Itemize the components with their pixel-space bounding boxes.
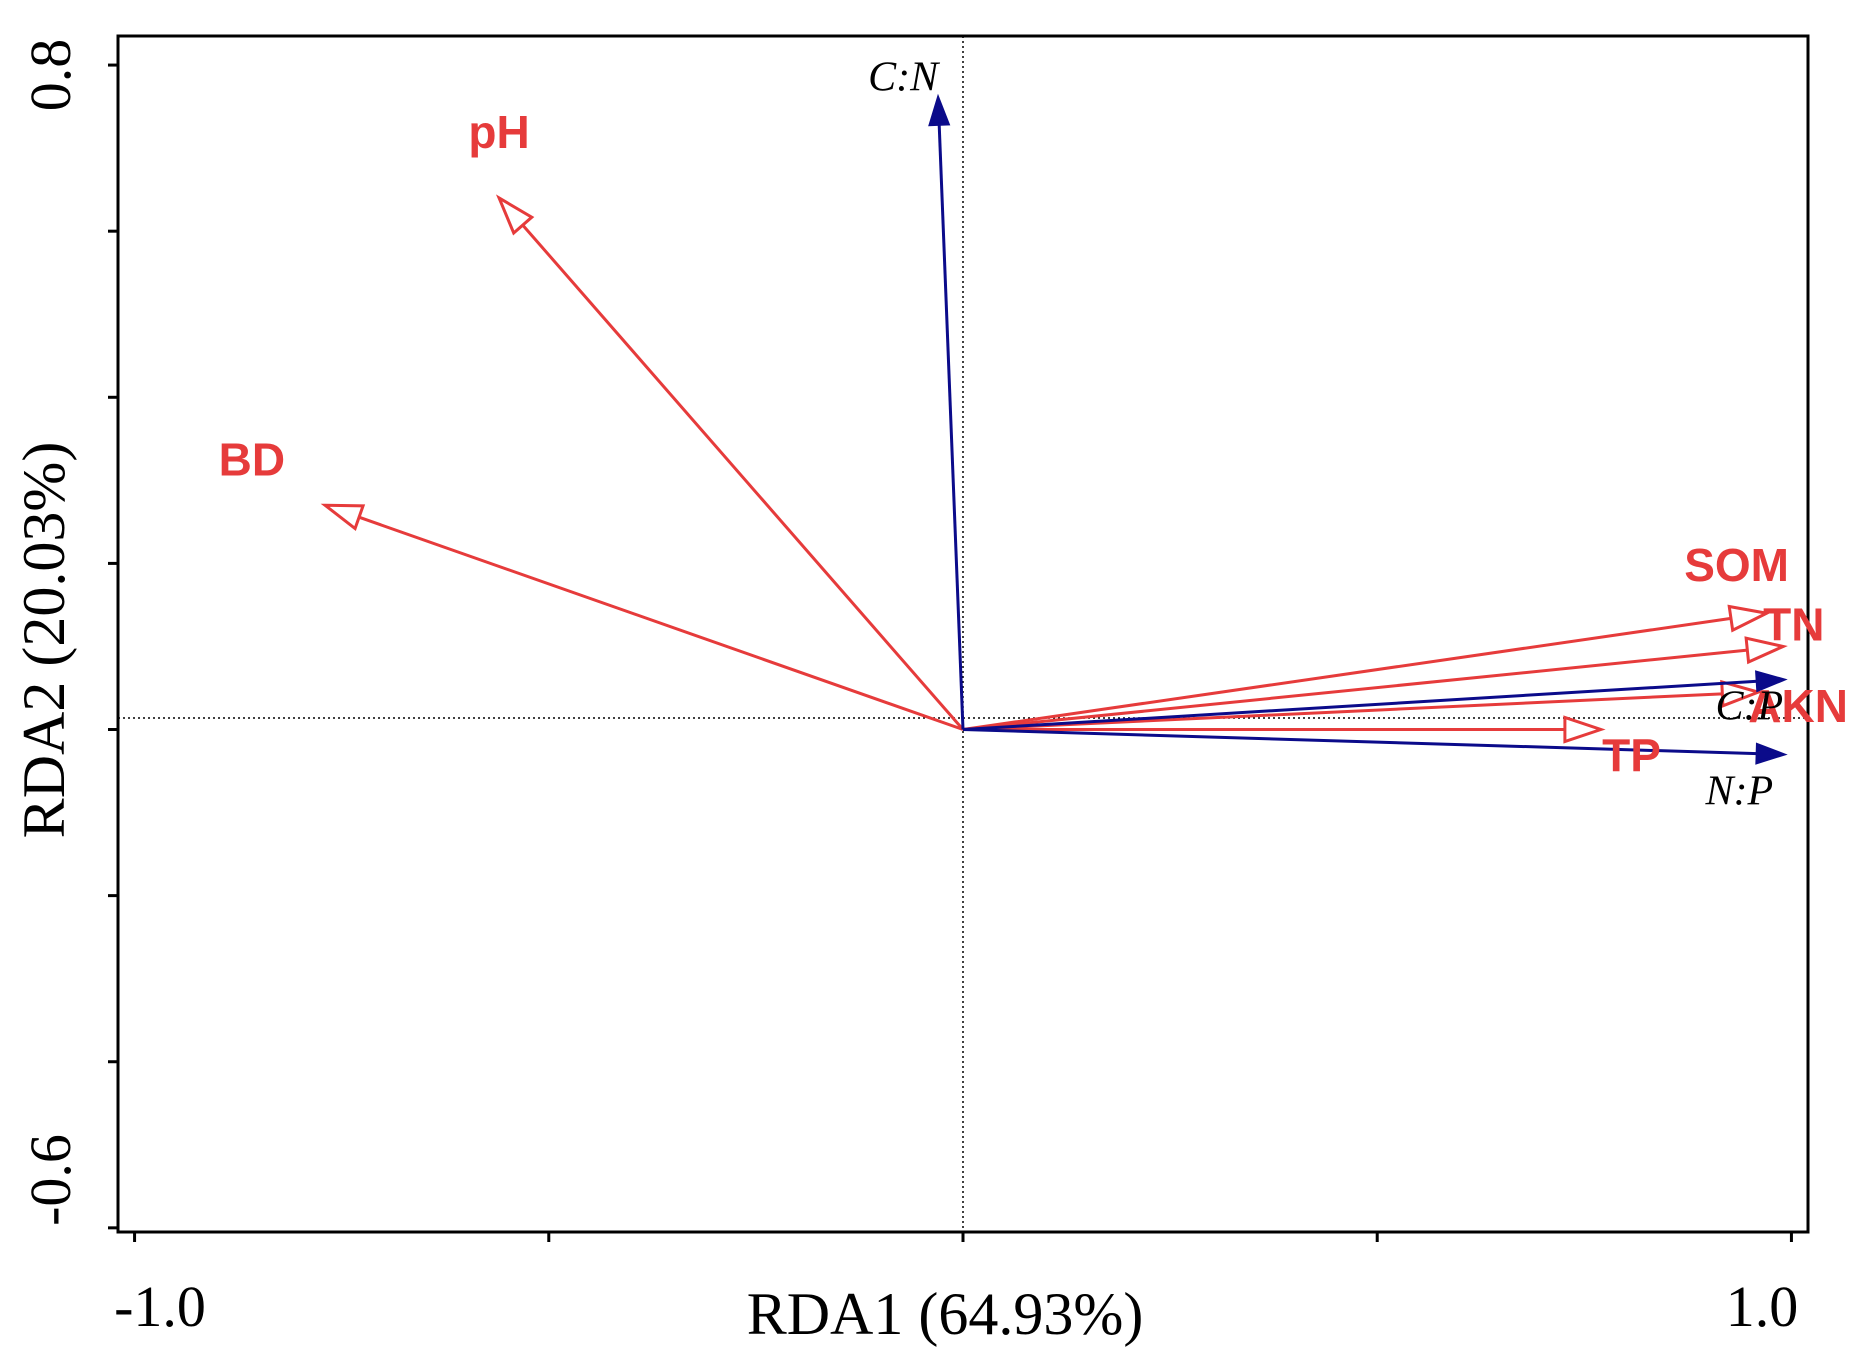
arrowhead-c-n bbox=[928, 93, 951, 127]
x-axis-title: RDA1 (64.93%) bbox=[747, 1281, 1144, 1347]
x-tick-label-max: 1.0 bbox=[1726, 1274, 1799, 1339]
arrowhead-c-p bbox=[1755, 670, 1788, 693]
vector-tn bbox=[962, 648, 1748, 732]
vector-label-som: SOM bbox=[1684, 539, 1789, 591]
vector-label-akn: AKN bbox=[1748, 680, 1848, 732]
vector-c-p bbox=[962, 679, 1758, 732]
x-tick-label-min: -1.0 bbox=[114, 1274, 206, 1339]
vector-label-bd: BD bbox=[219, 433, 285, 485]
vector-label-c-p: C:P bbox=[1715, 684, 1783, 730]
vector-label-tp: TP bbox=[1602, 730, 1661, 782]
arrowhead-akn bbox=[1720, 679, 1764, 708]
y-axis-title: RDA2 (20.03%) bbox=[11, 442, 77, 839]
arrowhead-bd bbox=[320, 503, 366, 531]
vector-bd bbox=[358, 515, 964, 731]
axis-text: -1.0 1.0 RDA1 (64.93%) 0.8 -0.6 RDA2 (20… bbox=[11, 39, 1798, 1347]
vector-label-c-n: C:N bbox=[868, 54, 940, 100]
vector-labels: pH BD SOM TN AKN TP C:N C:P N:P bbox=[219, 54, 1848, 814]
arrowhead-tn bbox=[1744, 636, 1788, 665]
axis-ticks bbox=[108, 63, 1793, 1242]
vector-label-ph: pH bbox=[468, 106, 529, 158]
arrowhead-n-p bbox=[1755, 742, 1788, 765]
biplot-vectors bbox=[320, 93, 1788, 765]
vector-label-n-p: N:P bbox=[1704, 768, 1773, 814]
arrowhead-ph bbox=[495, 194, 535, 236]
y-tick-label-min: -0.6 bbox=[18, 1134, 83, 1226]
vector-som bbox=[962, 616, 1732, 731]
vector-n-p bbox=[962, 728, 1758, 756]
vector-c-n bbox=[937, 124, 965, 730]
y-tick-label-max: 0.8 bbox=[18, 39, 83, 112]
vector-akn bbox=[962, 692, 1723, 732]
vector-label-tn: TN bbox=[1763, 598, 1824, 650]
arrowhead-som bbox=[1727, 604, 1772, 633]
vector-ph bbox=[521, 224, 965, 731]
arrowhead-tp bbox=[1563, 715, 1606, 744]
